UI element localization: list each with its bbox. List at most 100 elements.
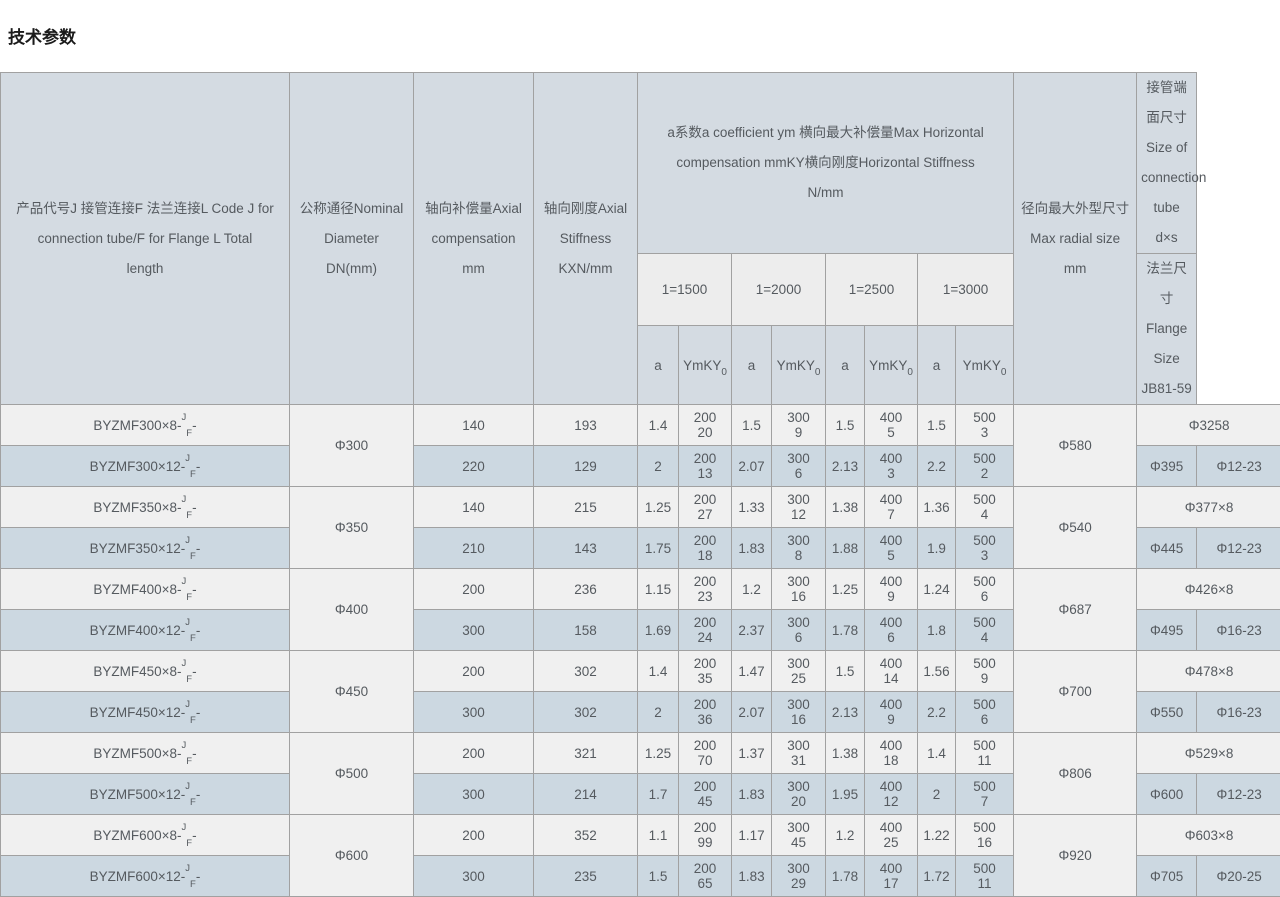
a-coefficient-cell: 1.15 (638, 569, 679, 610)
axial-stiffness-cell: 352 (534, 815, 638, 856)
ym-label: YmKY (683, 358, 721, 373)
header-nominal-diameter: 公称通径Nominal Diameter DN(mm) (290, 73, 414, 405)
flange-diameter-cell: Φ495 (1137, 610, 1197, 651)
header-max-radial-size: 径向最大外型尺寸 Max radial size mm (1014, 73, 1137, 405)
header-l-3000: 1=3000 (918, 254, 1014, 326)
connection-tube-size-cell: Φ3258 (1137, 405, 1280, 446)
max-radial-size-cell: Φ540 (1014, 487, 1137, 569)
nominal-diameter-cell: Φ450 (290, 651, 414, 733)
ym-subscript: 0 (721, 367, 727, 378)
flange-diameter-cell: Φ600 (1137, 774, 1197, 815)
flange-bolt-cell: Φ12-23 (1197, 446, 1280, 487)
axial-compensation-cell: 210 (414, 528, 534, 569)
ym-label: YmKY (963, 358, 1001, 373)
product-code-cell: BYZMF600×12-JF- (1, 856, 290, 897)
nominal-diameter-cell: Φ300 (290, 405, 414, 487)
a-coefficient-cell: 1.4 (638, 651, 679, 692)
product-code-cell: BYZMF400×12-JF- (1, 610, 290, 651)
axial-stiffness-cell: 321 (534, 733, 638, 774)
product-code-cell: BYZMF500×8-JF- (1, 733, 290, 774)
connection-tube-size-cell: Φ529×8 (1137, 733, 1280, 774)
a-coefficient-cell: 2.37 (732, 610, 772, 651)
a-coefficient-cell: 1.37 (732, 733, 772, 774)
a-coefficient-cell: 1.5 (638, 856, 679, 897)
product-code-cell: BYZMF350×12-JF- (1, 528, 290, 569)
header-a-3: a (826, 326, 865, 405)
axial-stiffness-cell: 193 (534, 405, 638, 446)
header-ym-3: YmKY0 (865, 326, 918, 405)
a-coefficient-cell: 1.2 (826, 815, 865, 856)
axial-compensation-cell: 300 (414, 774, 534, 815)
flange-bolt-cell: Φ20-25 (1197, 856, 1280, 897)
axial-compensation-cell: 220 (414, 446, 534, 487)
axial-stiffness-cell: 302 (534, 651, 638, 692)
a-coefficient-cell: 1.4 (638, 405, 679, 446)
a-coefficient-cell: 1.36 (918, 487, 956, 528)
a-coefficient-cell: 1.5 (826, 651, 865, 692)
ym-subscript: 0 (815, 367, 821, 378)
flange-diameter-cell: Φ705 (1137, 856, 1197, 897)
a-coefficient-cell: 1.95 (826, 774, 865, 815)
connection-tube-size-cell: Φ478×8 (1137, 651, 1280, 692)
max-radial-size-cell: Φ687 (1014, 569, 1137, 651)
tech-params-table: 产品代号J 接管连接F 法兰连接L Code J for connection … (0, 72, 1280, 897)
header-horizontal-group: a系数a coefficient ym 横向最大补偿量Max Horizonta… (638, 73, 1014, 254)
header-l-1500: 1=1500 (638, 254, 732, 326)
axial-compensation-cell: 200 (414, 733, 534, 774)
page-title: 技术参数 (8, 28, 1280, 48)
header-a-1: a (638, 326, 679, 405)
a-coefficient-cell: 1.25 (638, 733, 679, 774)
a-coefficient-cell: 1.22 (918, 815, 956, 856)
a-coefficient-cell: 1.5 (918, 405, 956, 446)
a-coefficient-cell: 1.78 (826, 856, 865, 897)
a-coefficient-cell: 1.33 (732, 487, 772, 528)
a-coefficient-cell: 1.9 (918, 528, 956, 569)
a-coefficient-cell: 1.8 (918, 610, 956, 651)
flange-bolt-cell: Φ16-23 (1197, 692, 1280, 733)
table-header: 产品代号J 接管连接F 法兰连接L Code J for connection … (1, 73, 1280, 405)
product-code-cell: BYZMF600×8-JF- (1, 815, 290, 856)
axial-stiffness-cell: 129 (534, 446, 638, 487)
product-code-cell: BYZMF300×12-JF- (1, 446, 290, 487)
axial-stiffness-cell: 236 (534, 569, 638, 610)
header-ym-4: YmKY0 (956, 326, 1014, 405)
product-code-cell: BYZMF500×12-JF- (1, 774, 290, 815)
axial-compensation-cell: 300 (414, 692, 534, 733)
connection-tube-size-cell: Φ603×8 (1137, 815, 1280, 856)
header-product-code: 产品代号J 接管连接F 法兰连接L Code J for connection … (1, 73, 290, 405)
nominal-diameter-cell: Φ600 (290, 815, 414, 897)
a-coefficient-cell: 1.69 (638, 610, 679, 651)
page: 技术参数 产品代号J 接管连接F 法兰连接L Code J for connec… (0, 28, 1280, 897)
axial-stiffness-cell: 158 (534, 610, 638, 651)
flange-bolt-cell: Φ16-23 (1197, 610, 1280, 651)
a-coefficient-cell: 1.17 (732, 815, 772, 856)
a-coefficient-cell: 1.7 (638, 774, 679, 815)
a-coefficient-cell: 1.83 (732, 856, 772, 897)
nominal-diameter-cell: Φ350 (290, 487, 414, 569)
table-wrap: 产品代号J 接管连接F 法兰连接L Code J for connection … (0, 72, 1280, 897)
a-coefficient-cell: 1.88 (826, 528, 865, 569)
product-code-cell: BYZMF400×8-JF- (1, 569, 290, 610)
header-l-2500: 1=2500 (826, 254, 918, 326)
a-coefficient-cell: 1.25 (638, 487, 679, 528)
